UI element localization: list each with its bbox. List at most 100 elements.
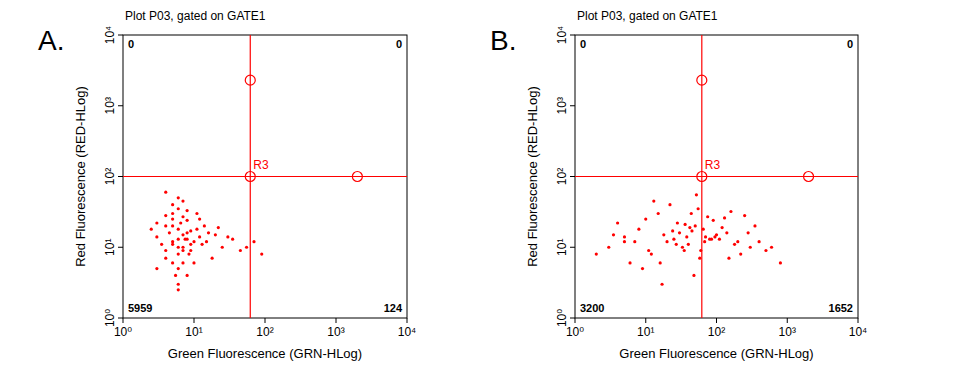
event-dot [164,249,167,252]
event-dot [200,243,203,246]
event-dot [181,199,184,202]
event-dot [155,221,158,224]
x-tick-label: 10² [256,325,273,339]
panel-label: B. [490,25,516,56]
y-tick-label: 10¹ [103,239,117,256]
gate-handle [245,75,255,85]
event-dot [764,249,767,252]
y-tick-label: 10³ [103,97,117,114]
event-dot [177,207,180,210]
y-tick [570,105,575,106]
gate-handle [697,172,707,182]
x-tick-label: 10⁴ [398,325,417,339]
x-axis-label: Green Fluorescence (GRN-HLog) [168,346,362,361]
x-tick-label: 10¹ [637,325,654,339]
event-dot [676,221,679,224]
event-dot [659,261,662,264]
event-dot [665,240,668,243]
event-dot [657,212,660,215]
event-dot [697,207,700,210]
event-dot [171,217,174,220]
event-dot [672,238,675,241]
quadrant-count: 1652 [829,302,853,314]
title: Plot P03, gated on GATE1 [577,9,718,23]
x-tick-label: 10³ [327,325,344,339]
event-dot [186,209,189,212]
panel: B.Plot P03, gated on GATE110⁰10¹10²10³10… [490,9,867,361]
event-dot [710,238,713,241]
plot-frame [575,35,858,318]
event-dot [214,233,217,236]
event-dot [660,283,663,286]
y-axis-label: Red Fluorescence (RED-HLog) [73,86,88,267]
event-dot [231,238,234,241]
y-tick [118,105,123,106]
event-dot [595,253,598,256]
x-tick [575,318,576,323]
event-dot [685,235,688,238]
panel-label: A. [38,25,64,56]
points [595,193,782,286]
gate [123,35,407,318]
event-dot [703,240,706,243]
y-tick [118,318,123,319]
x-axis-label: Green Fluorescence (GRN-HLog) [619,346,813,361]
y-tick-label: 10² [103,168,117,185]
y-tick-label: 10² [555,168,569,185]
event-dot [189,229,192,232]
event-dot [704,235,707,238]
y-tick [570,176,575,177]
x-tick [123,318,124,323]
event-dot [260,253,263,256]
event-dot [221,246,224,249]
event-dot [718,238,721,241]
event-dot [177,246,180,249]
x-tick [858,318,859,323]
event-dot [733,243,736,246]
event-dot [770,246,773,249]
quadrant-count: 0 [128,38,134,50]
event-dot [725,231,728,234]
x-tick [716,318,717,323]
event-dot [683,249,686,252]
event-dot [179,221,182,224]
x-tick [407,318,408,323]
x-tick-label: 10² [708,325,725,339]
event-dot [688,226,691,229]
event-dot [729,210,732,213]
y-tick [570,318,575,319]
title: Plot P03, gated on GATE1 [125,9,266,23]
event-dot [252,240,255,243]
event-dot [177,267,180,270]
event-dot [211,257,214,260]
event-dot [698,257,701,260]
event-dot [164,214,167,217]
event-dot [195,228,198,231]
event-dot [174,274,177,277]
event-dot [695,193,698,196]
event-dot [186,274,189,277]
event-dot [616,221,619,224]
event-dot [628,261,631,264]
y-tick [570,35,575,36]
event-dot [171,261,174,264]
gate-label: R3 [253,158,269,172]
event-dot [189,249,192,252]
event-dot [198,217,201,220]
event-dot [650,253,653,256]
event-dot [757,240,760,243]
event-dot [694,224,697,227]
event-dot [187,253,190,256]
x-tick [265,318,266,323]
event-dot [186,219,189,222]
event-dot [637,228,640,231]
event-dot [192,261,195,264]
event-dot [155,235,158,238]
gate-label: R3 [705,158,721,172]
y-tick [118,176,123,177]
y-tick-label: 10⁴ [555,26,569,45]
event-dot [739,253,742,256]
event-dot [779,261,782,264]
event-dot [177,238,180,241]
event-dot [177,228,180,231]
